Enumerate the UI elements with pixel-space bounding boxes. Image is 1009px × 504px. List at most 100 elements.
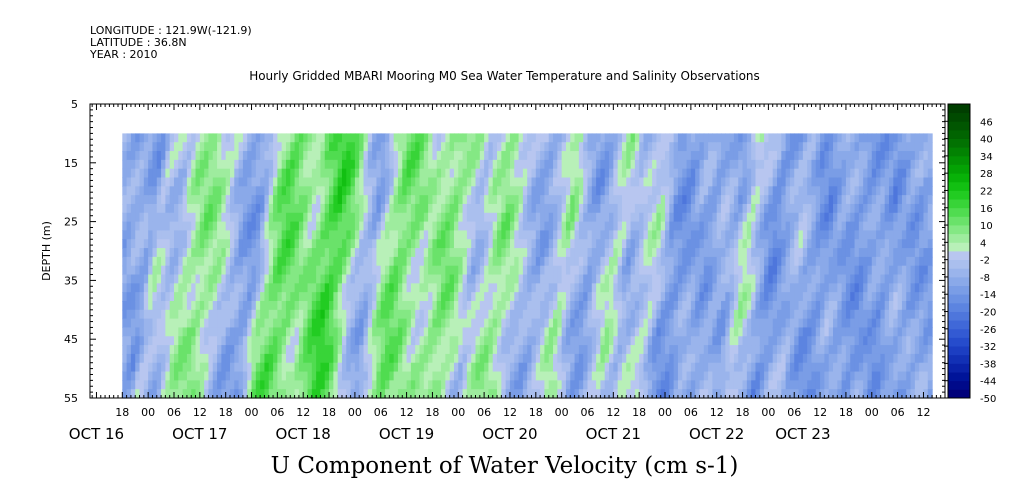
heatmap-cell <box>333 168 339 179</box>
heatmap-cell <box>772 221 778 232</box>
heatmap-cell <box>634 345 640 355</box>
heatmap-cell <box>742 292 748 302</box>
heatmap-cell <box>372 362 378 373</box>
heatmap-cell <box>212 239 218 249</box>
heatmap-cell <box>518 389 524 399</box>
heatmap-cell <box>647 283 653 293</box>
heatmap-cell <box>609 230 614 240</box>
heatmap-cell <box>634 168 640 179</box>
heatmap-cell <box>329 186 334 196</box>
heatmap-cell <box>509 336 515 346</box>
heatmap-cell <box>333 336 339 346</box>
heatmap-cell <box>690 318 696 329</box>
heatmap-cell <box>669 151 675 161</box>
heatmap-cell <box>695 292 701 302</box>
heatmap-cell <box>703 256 709 267</box>
heatmap-cell <box>570 380 576 390</box>
heatmap-cell <box>441 345 446 355</box>
heatmap-cell <box>453 300 459 311</box>
heatmap-cell <box>807 177 813 187</box>
heatmap-cell <box>389 389 395 399</box>
heatmap-cell <box>307 283 313 293</box>
heatmap-cell <box>755 133 761 143</box>
heatmap-cell <box>488 248 494 258</box>
heatmap-cell <box>690 283 696 293</box>
heatmap-cell <box>643 177 649 187</box>
heatmap-cell <box>389 283 395 293</box>
heatmap-cell <box>143 292 149 302</box>
heatmap-cell <box>350 248 356 258</box>
heatmap-cell <box>143 283 149 293</box>
heatmap-cell <box>600 142 606 152</box>
heatmap-cell <box>660 168 666 179</box>
heatmap-cell <box>785 345 791 355</box>
heatmap-cell <box>324 389 330 399</box>
heatmap-cell <box>665 300 670 311</box>
heatmap-cell <box>484 265 490 276</box>
heatmap-cell <box>673 318 679 329</box>
heatmap-cell <box>466 345 472 355</box>
heatmap-cell <box>703 292 709 302</box>
heatmap-cell <box>609 203 614 214</box>
heatmap-cell <box>600 195 606 205</box>
heatmap-cell <box>596 353 602 364</box>
heatmap-cell <box>578 371 584 381</box>
heatmap-cell <box>621 186 627 196</box>
heatmap-cell <box>488 336 494 346</box>
heatmap-cell <box>725 168 731 179</box>
heatmap-cell <box>497 212 502 223</box>
heatmap-cell <box>665 239 670 249</box>
heatmap-cell <box>173 327 179 337</box>
heatmap-cell <box>544 203 550 214</box>
heatmap-cell <box>751 389 757 399</box>
heatmap-cell <box>432 256 438 267</box>
heatmap-cell <box>639 248 645 258</box>
heatmap-cell <box>462 345 468 355</box>
heatmap-cell <box>341 195 347 205</box>
heatmap-cell <box>686 195 692 205</box>
heatmap-cell <box>785 230 791 240</box>
heatmap-cell <box>574 389 580 399</box>
heatmap-cell <box>596 371 602 381</box>
heatmap-cell <box>643 248 649 258</box>
heatmap-cell <box>652 265 658 276</box>
heatmap-cell <box>794 300 800 311</box>
heatmap-cell <box>397 274 403 284</box>
heatmap-cell <box>587 177 593 187</box>
heatmap-cell <box>621 168 627 179</box>
heatmap-cell <box>122 195 128 205</box>
heatmap-cell <box>135 318 141 329</box>
heatmap-cell <box>441 221 446 232</box>
heatmap-cell <box>264 265 270 276</box>
heatmap-cell <box>337 292 343 302</box>
heatmap-cell <box>531 265 537 276</box>
heatmap-cell <box>423 362 429 373</box>
heatmap-cell <box>178 292 184 302</box>
heatmap-cell <box>354 265 360 276</box>
heatmap-cell <box>419 177 425 187</box>
heatmap-cell <box>143 142 149 152</box>
heatmap-cell <box>509 327 515 337</box>
heatmap-cell <box>298 353 304 364</box>
heatmap-cell <box>557 221 563 232</box>
heatmap-cell <box>742 159 748 170</box>
heatmap-cell <box>212 389 218 399</box>
heatmap-cell <box>708 256 714 267</box>
heatmap-cell <box>535 177 541 187</box>
heatmap-cell <box>716 274 722 284</box>
heatmap-cell <box>742 371 748 381</box>
heatmap-cell <box>527 159 533 170</box>
heatmap-cell <box>449 221 455 232</box>
heatmap-cell <box>820 300 825 311</box>
heatmap-cell <box>479 195 485 205</box>
heatmap-cell <box>165 300 171 311</box>
heatmap-cell <box>565 345 571 355</box>
heatmap-cell <box>509 142 515 152</box>
heatmap-cell <box>389 309 395 320</box>
heatmap-cell <box>419 186 425 196</box>
heatmap-cell <box>316 318 322 329</box>
heatmap-cell <box>281 345 287 355</box>
heatmap-cell <box>600 177 606 187</box>
heatmap-cell <box>372 318 378 329</box>
heatmap-cell <box>329 309 334 320</box>
